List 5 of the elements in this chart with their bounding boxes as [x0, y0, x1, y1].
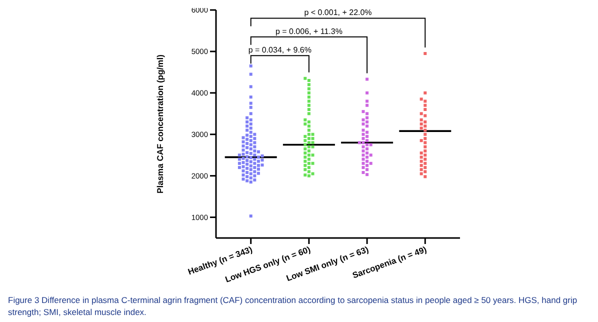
annotation: p = 0.034, + 9.6%: [248, 46, 312, 55]
annotation: p < 0.001, + 22.0%: [304, 8, 372, 18]
annotation: p = 0.006, + 11.3%: [275, 26, 342, 36]
caption: Figure 3 Difference in plasma C-terminal agrin fragment (CAF) concentration according to sarcopenia status in people aged ≥ 50 years. HGS, hand grip strength; SMI, skeletal muscle index.: [8, 294, 578, 318]
y-axis-title: Plasma CAF concentration (pg/ml): [155, 54, 166, 194]
